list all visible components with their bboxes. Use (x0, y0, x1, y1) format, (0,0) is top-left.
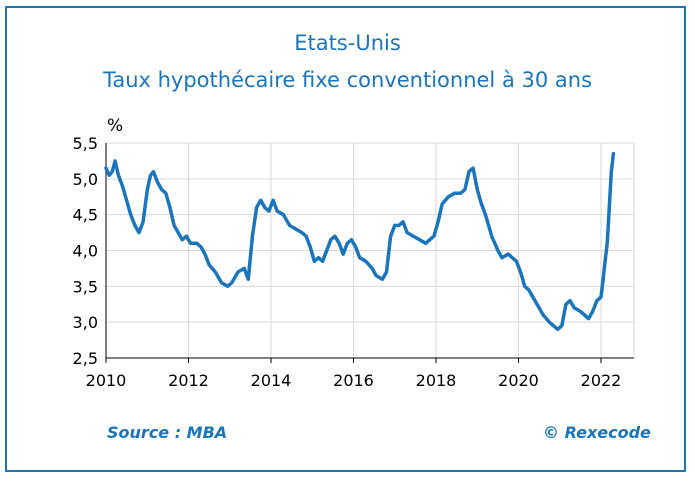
x-tick-label: 2010 (86, 371, 127, 390)
x-tick-label: 2014 (251, 371, 292, 390)
x-tick-label: 2018 (416, 371, 457, 390)
axes (105, 143, 634, 363)
y-tick-label: 3,0 (73, 313, 98, 332)
y-tick-label: 3,5 (73, 277, 98, 296)
x-tick-label: 2020 (498, 371, 539, 390)
y-tick-label: 2,5 (73, 349, 98, 368)
x-tick-labels: 2010 2012 2014 2016 2018 2020 2022 (86, 371, 622, 390)
chart-title: Etats-Unis (294, 31, 401, 55)
copyright-note: © Rexecode (543, 423, 651, 442)
gridlines (106, 142, 635, 358)
x-tick-label: 2012 (168, 371, 209, 390)
chart-frame (5, 6, 686, 472)
chart-subtitle: Taux hypothécaire fixe conventionnel à 3… (102, 68, 593, 92)
y-tick-label: 5,0 (73, 170, 98, 189)
y-tick-label: 5,5 (73, 134, 98, 153)
y-tick-label: 4,0 (73, 242, 98, 261)
x-tick-label: 2016 (333, 371, 374, 390)
source-note: Source : MBA (107, 423, 228, 442)
x-tick-label: 2022 (581, 371, 622, 390)
series-layer (104, 152, 616, 332)
y-axis-label: % (107, 116, 123, 136)
series-line-0 (104, 152, 616, 332)
y-tick-labels: 2,5 3,0 3,5 4,0 4,5 5,0 5,5 (73, 134, 98, 368)
y-tick-label: 4,5 (73, 206, 98, 225)
